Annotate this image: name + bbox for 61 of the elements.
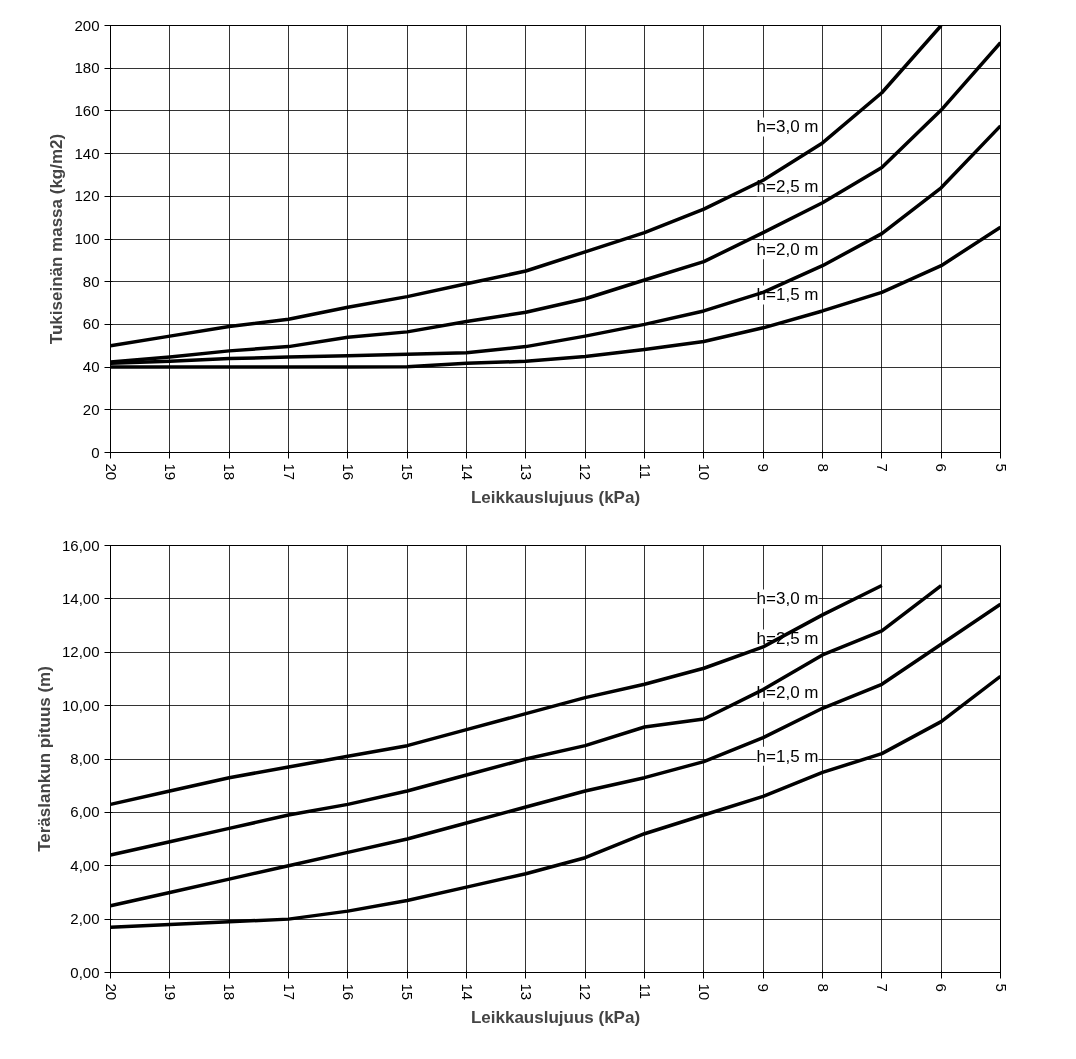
x-tick-label: 6 bbox=[933, 983, 951, 992]
y-axis-title: Teräslankun pituus (m) bbox=[34, 666, 54, 852]
annotation: h=3,0 m bbox=[756, 117, 819, 137]
x-tick-label: 18 bbox=[221, 983, 239, 1001]
y-tick-label: 6,00 bbox=[70, 803, 100, 821]
y-tick-label: 80 bbox=[82, 272, 100, 290]
x-tick-label: 13 bbox=[517, 983, 535, 1001]
x-tick-label: 11 bbox=[636, 983, 654, 1000]
x-tick-label: 8 bbox=[814, 983, 832, 992]
x-tick-label: 7 bbox=[873, 983, 891, 992]
x-tick-label: 15 bbox=[399, 463, 417, 481]
y-tick-label: 0 bbox=[91, 443, 100, 461]
x-tick-label: 6 bbox=[933, 463, 951, 472]
y-tick-label: 100 bbox=[74, 230, 100, 247]
y-tick-label: 140 bbox=[74, 144, 100, 162]
x-axis-title: Leikkauslujuus (kPa) bbox=[470, 488, 641, 508]
x-tick-label: 17 bbox=[280, 463, 298, 481]
y-tick-label: 14,00 bbox=[61, 589, 100, 607]
annotation: h=3,0 m bbox=[756, 589, 819, 609]
y-tick-label: 16,00 bbox=[61, 536, 100, 554]
y-tick-label: 12,00 bbox=[61, 643, 100, 661]
x-tick-label: 20 bbox=[102, 463, 120, 481]
x-tick-label: 19 bbox=[161, 463, 179, 481]
annotation: h=2,5 m bbox=[756, 177, 819, 197]
x-tick-label: 19 bbox=[161, 983, 179, 1001]
y-tick-label: 8,00 bbox=[70, 750, 100, 767]
x-tick-label: 16 bbox=[339, 983, 357, 1001]
x-tick-label: 17 bbox=[280, 983, 298, 1001]
y-tick-label: 200 bbox=[74, 16, 100, 34]
x-tick-label: 10 bbox=[695, 983, 713, 1001]
y-tick-label: 2,00 bbox=[70, 910, 100, 928]
y-tick-label: 20 bbox=[82, 400, 100, 418]
x-tick-label: 9 bbox=[755, 983, 773, 992]
y-tick-label: 180 bbox=[74, 59, 100, 77]
y-tick-label: 0,00 bbox=[70, 963, 100, 981]
annotation: h=1,5 m bbox=[756, 746, 819, 766]
y-axis-title: Tukiseinän massa (kg/m2) bbox=[47, 133, 67, 345]
x-tick-label: 12 bbox=[577, 983, 595, 1001]
x-tick-label: 20 bbox=[102, 983, 120, 1001]
x-tick-label: 15 bbox=[399, 983, 417, 1001]
y-tick-label: 40 bbox=[82, 358, 100, 376]
y-tick-label: 120 bbox=[74, 187, 100, 205]
x-tick-label: 11 bbox=[636, 463, 654, 480]
x-tick-label: 13 bbox=[517, 463, 535, 481]
annotation: h=2,0 m bbox=[756, 240, 819, 260]
y-tick-label: 4,00 bbox=[70, 856, 100, 874]
x-tick-label: 12 bbox=[577, 463, 595, 481]
x-tick-label: 14 bbox=[458, 983, 476, 1001]
x-tick-label: 5 bbox=[992, 463, 1010, 472]
x-tick-label: 16 bbox=[339, 463, 357, 481]
x-tick-label: 7 bbox=[873, 463, 891, 472]
x-tick-label: 10 bbox=[695, 463, 713, 481]
y-tick-label: 160 bbox=[74, 101, 100, 119]
x-tick-label: 8 bbox=[814, 463, 832, 472]
x-tick-label: 14 bbox=[458, 463, 476, 481]
y-tick-label: 60 bbox=[82, 315, 100, 333]
x-tick-label: 5 bbox=[992, 983, 1010, 992]
x-tick-label: 9 bbox=[755, 463, 773, 472]
y-tick-label: 10,00 bbox=[61, 696, 100, 714]
x-tick-label: 18 bbox=[221, 463, 239, 481]
x-axis-title: Leikkauslujuus (kPa) bbox=[470, 1008, 641, 1028]
